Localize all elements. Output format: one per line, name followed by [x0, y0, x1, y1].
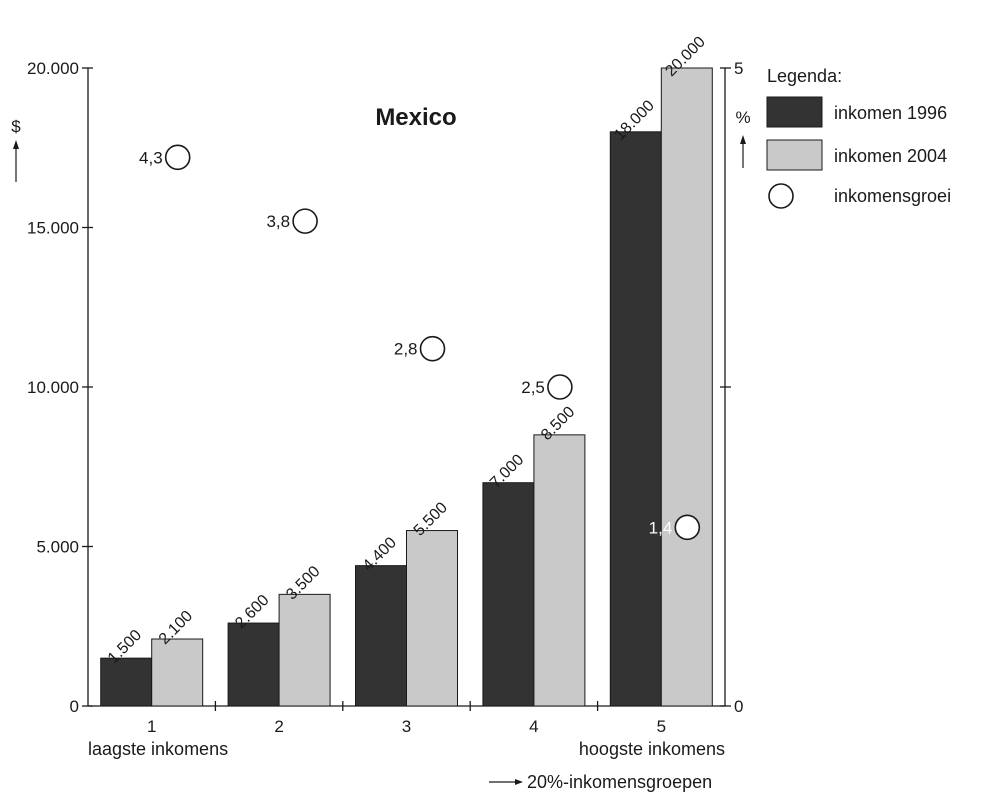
- category-note-lowest: laagste inkomens: [88, 739, 228, 759]
- legend-label-inkomen-1996: inkomen 1996: [834, 103, 947, 123]
- legend-title: Legenda:: [767, 66, 842, 86]
- left-y-tick-label: 10.000: [27, 378, 79, 397]
- growth-value-label: 1,4: [649, 518, 673, 537]
- left-y-tick-label: 0: [70, 697, 79, 716]
- left-y-tick-label: 20.000: [27, 59, 79, 78]
- growth-value-label: 4,3: [139, 148, 163, 167]
- bar-inkomen-1996-3: [355, 565, 407, 707]
- right-y-tick-label: 5: [734, 59, 743, 78]
- x-tick-label: 2: [274, 717, 283, 736]
- bars-group: 1.500 2.100 2.6003.5004.4005.5007.0008.500…: [100, 33, 713, 707]
- growth-marker: [419, 335, 446, 362]
- bar-inkomen-1996-2: [227, 622, 280, 707]
- bar-inkomen-2004-2: [278, 593, 331, 707]
- legend-circle-inkomensgroei: [768, 183, 794, 209]
- x-axis-label: 20%-inkomensgroepen: [527, 772, 712, 792]
- bar-inkomen-2004-3: [406, 530, 458, 707]
- right-y-axis: 05: [720, 59, 743, 716]
- growth-marker: [674, 514, 701, 541]
- legend-swatch-inkomen-1996: [766, 96, 823, 128]
- category-note-highest: hoogste inkomens: [579, 739, 725, 759]
- growth-markers-group: 4,3 3,8 2,8 2,5 1,4: [139, 144, 701, 541]
- growth-value-label: 3,8: [266, 212, 290, 231]
- x-tick-label: 3: [402, 717, 411, 736]
- bar-inkomen-1996-1: [100, 657, 153, 707]
- x-tick-label: 5: [657, 717, 666, 736]
- right-y-tick-label: 0: [734, 697, 743, 716]
- growth-value-label: 2,5: [521, 378, 545, 397]
- legend-label-inkomensgroei: inkomensgroei: [834, 186, 951, 206]
- right-y-axis-unit: %: [735, 108, 750, 127]
- x-axis-label-arrow: [489, 779, 523, 785]
- left-y-tick-label: 15.000: [27, 219, 79, 238]
- growth-marker: [547, 374, 573, 400]
- left-y-axis-arrow: [13, 140, 19, 182]
- bar-inkomen-2004-1: [151, 638, 204, 707]
- growth-value-label: 2,8: [394, 340, 418, 359]
- right-y-axis-arrow: [740, 135, 746, 168]
- legend-swatch-inkomen-2004: [766, 139, 823, 171]
- left-y-axis-unit: $: [11, 117, 21, 136]
- growth-marker: [292, 208, 318, 234]
- bar-inkomen-2004-5: [660, 67, 713, 707]
- legend: Legenda: inkomen 1996 inkomen 2004 inkom…: [766, 66, 951, 209]
- growth-marker: [164, 144, 191, 171]
- legend-label-inkomen-2004: inkomen 2004: [834, 146, 947, 166]
- chart-title: Mexico: [375, 104, 456, 131]
- bar-inkomen-1996-4: [482, 482, 535, 707]
- x-tick-label: 4: [529, 717, 538, 736]
- left-y-tick-label: 5.000: [36, 538, 79, 557]
- bar-inkomen-1996-5: [609, 131, 662, 707]
- x-tick-label: 1: [147, 717, 156, 736]
- bar-inkomen-2004-4: [533, 434, 586, 707]
- left-y-axis: 0 5.000 10.000 15.000 20.000: [27, 59, 93, 716]
